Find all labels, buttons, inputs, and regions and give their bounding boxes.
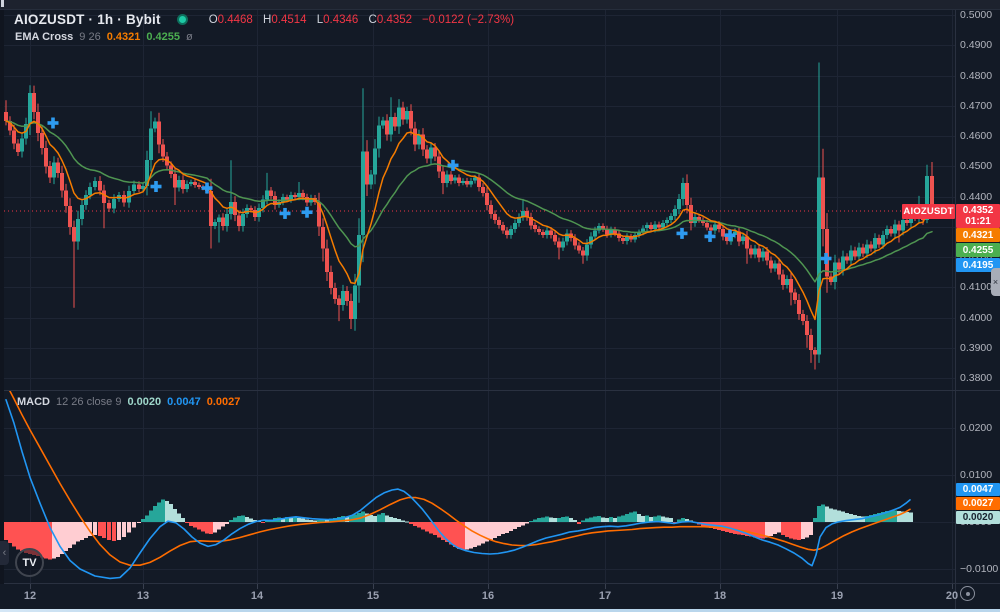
- macd-name[interactable]: MACD: [17, 396, 50, 408]
- bar-countdown: 01:21: [965, 216, 991, 227]
- macd-hist-value: 0.0020: [127, 396, 162, 408]
- macd-axis-tick-label: −0.0100: [960, 563, 999, 575]
- macd-legend-row[interactable]: MACD 12 26 close 9 0.0020 0.0047 0.0027: [17, 396, 240, 408]
- macd-signal-tag: 0.0027: [956, 497, 1000, 510]
- price-axis-tick-label: 0.4400: [960, 191, 993, 203]
- price-axis-tick-label: 0.4000: [960, 312, 993, 324]
- time-axis-tick-label: 16: [481, 590, 495, 602]
- price-axis-tick-label: 0.3900: [960, 342, 993, 354]
- macd-axis-tick-label: 0.0200: [960, 422, 993, 434]
- gear-icon[interactable]: [960, 586, 975, 601]
- low-label: L: [316, 13, 324, 26]
- macd-params: 12 26 close 9: [56, 396, 122, 408]
- time-axis-tick-label: 20: [945, 590, 959, 602]
- ema-slow-value: 0.4255: [146, 31, 181, 43]
- price-axis-tick-label: 0.4500: [960, 160, 993, 172]
- symbol-title[interactable]: AIOZUSDT · 1h · Bybit: [14, 12, 161, 27]
- toolbar-corner-mark: [1, 0, 4, 7]
- time-axis-tick-label: 14: [250, 590, 264, 602]
- tradingview-logo-icon[interactable]: TV: [15, 548, 44, 577]
- close-value: 0.4352: [376, 13, 413, 26]
- ema-slow-price-tag: 0.4255: [956, 243, 1000, 257]
- ema-fast-value: 0.4321: [106, 31, 141, 43]
- ema-fast-price-tag: 0.4321: [956, 228, 1000, 242]
- ohlc-readout: O0.4468 H0.4514 L0.4346 C0.4352: [202, 14, 412, 26]
- last-price-value: 0.4352: [962, 205, 994, 216]
- time-axis-tick-label: 15: [366, 590, 380, 602]
- macd-hist-tag: 0.0020: [956, 511, 1000, 524]
- price-axis-tick-label: 0.5000: [960, 9, 993, 21]
- time-axis-tick-label: 13: [136, 590, 150, 602]
- macd-line-value: 0.0047: [167, 396, 201, 408]
- ema-cross-params: 9 26: [79, 31, 101, 43]
- right-edge-handle[interactable]: ×: [991, 268, 1000, 296]
- price-axis-tick-label: 0.4600: [960, 130, 993, 142]
- time-axis-tick-label: 18: [713, 590, 727, 602]
- high-label: H: [263, 13, 272, 26]
- bottom-progress-strip: [0, 609, 1000, 612]
- ema-cross-name[interactable]: EMA Cross: [15, 31, 74, 43]
- price-pane[interactable]: [4, 62, 934, 370]
- time-axis-tick-label: 17: [598, 590, 612, 602]
- last-price-symbol-tag: AIOZUSDT: [902, 204, 955, 219]
- macd-axis-tick-label: 0.0100: [960, 469, 993, 481]
- macd-pane[interactable]: [4, 383, 913, 580]
- close-label: C: [368, 13, 377, 26]
- price-axis-tick-label: 0.4800: [960, 70, 993, 82]
- change-value: −0.0122 (−2.73%): [422, 13, 515, 26]
- exchange-status-icon: [176, 14, 188, 25]
- left-edge-strip: [0, 10, 4, 584]
- price-axis-tick-label: 0.3800: [960, 372, 993, 384]
- symbol-legend-row[interactable]: AIOZUSDT · 1h · Bybit O0.4468 H0.4514 L0…: [14, 12, 514, 27]
- macd-signal-value: 0.0027: [206, 396, 241, 408]
- low-value: 0.4346: [323, 13, 359, 26]
- open-value: 0.4468: [217, 13, 253, 26]
- pane-collapse-chevron-icon[interactable]: ‹: [0, 541, 9, 565]
- top-toolbar-edge: [0, 0, 1000, 10]
- price-axis-tick-label: 0.4900: [960, 39, 993, 51]
- time-axis-tick-label: 19: [830, 590, 844, 602]
- high-value: 0.4514: [271, 13, 307, 26]
- ema-cross-menu-icon[interactable]: ø: [186, 31, 193, 43]
- time-axis-tick-label: 12: [23, 590, 37, 602]
- ema-cross-price-tag: 0.4195: [956, 258, 1000, 272]
- price-axis-tick-label: 0.4700: [960, 100, 993, 112]
- ema-cross-legend-row[interactable]: EMA Cross 9 26 0.4321 0.4255 ø: [15, 31, 193, 43]
- macd-line-tag: 0.0047: [956, 483, 1000, 496]
- gear-dot: [965, 591, 970, 596]
- price-axis-tick-label: 0.4100: [960, 281, 993, 293]
- last-price-tag: 0.4352 01:21: [956, 204, 1000, 228]
- open-label: O: [208, 13, 218, 26]
